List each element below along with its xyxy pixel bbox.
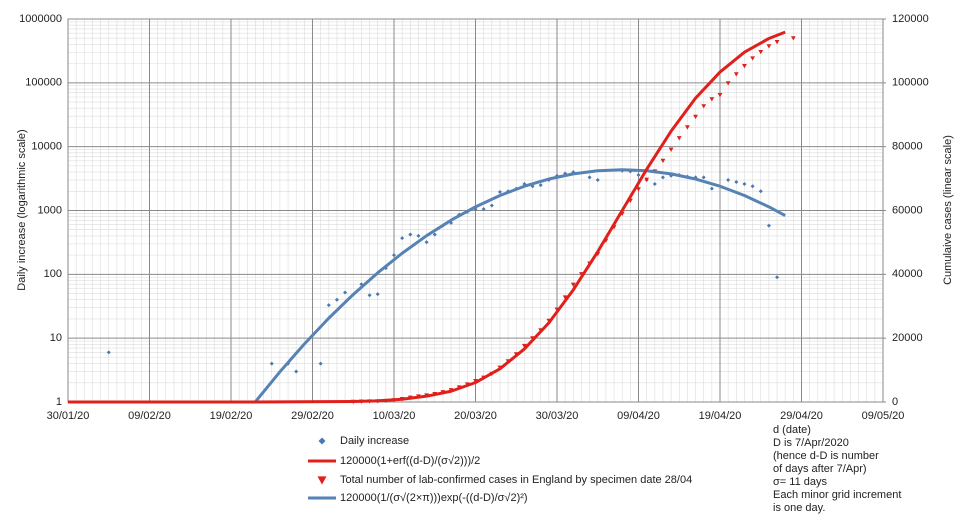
- annotation: of days after 7/Apr): [773, 463, 867, 475]
- x-tick-label: 20/03/20: [454, 410, 497, 422]
- data-point: [790, 36, 796, 41]
- data-point: [416, 233, 421, 238]
- legend-label: 120000(1+erf((d-D)/(σ√2)))/2: [340, 455, 480, 467]
- data-point: [636, 187, 641, 192]
- data-point: [685, 125, 690, 130]
- legend-label: 120000(1/(σ√(2×π)))exp(-((d-D)/σ√2)²): [340, 492, 528, 504]
- data-point: [318, 361, 323, 366]
- data-point: [660, 158, 666, 164]
- data-point: [676, 136, 682, 141]
- y-tick-label: 100000: [25, 77, 62, 89]
- data-point: [725, 81, 731, 86]
- legend-swatch: [318, 437, 326, 445]
- data-point: [106, 350, 111, 355]
- data-point: [334, 297, 339, 302]
- plot-frame: [67, 18, 884, 403]
- y-tick-label: 10: [50, 332, 62, 344]
- data-point: [709, 97, 715, 102]
- data-point: [734, 179, 739, 184]
- data-point: [595, 178, 600, 183]
- data-point: [660, 175, 665, 180]
- grid: [67, 18, 884, 403]
- annotation: σ= 11 days: [773, 476, 827, 488]
- y2-axis-title: Cumulaive cases (linear scale): [942, 135, 954, 285]
- data-point: [400, 236, 405, 241]
- series-line: [67, 30, 786, 404]
- y2-tick-label: 120000: [892, 13, 929, 25]
- data-point: [343, 290, 348, 295]
- data-point: [717, 93, 723, 98]
- data-point: [636, 172, 641, 177]
- data-point: [538, 183, 543, 188]
- data-point: [758, 49, 764, 55]
- data-point: [497, 189, 502, 194]
- x-tick-label: 19/04/20: [699, 410, 742, 422]
- data-point: [750, 184, 755, 189]
- series-line: [254, 168, 786, 403]
- data-point: [367, 293, 372, 298]
- y-tick-label: 10000: [31, 141, 62, 153]
- x-tick-label: 10/03/20: [373, 410, 416, 422]
- x-tick-label: 09/04/20: [617, 410, 660, 422]
- x-tick-label: 19/02/20: [210, 410, 253, 422]
- data-point: [269, 361, 274, 366]
- data-point: [587, 175, 592, 180]
- data-point: [644, 177, 650, 182]
- x-tick-label: 30/01/20: [47, 410, 90, 422]
- data-point: [742, 182, 747, 187]
- data-point: [693, 114, 698, 120]
- data-point: [742, 63, 747, 69]
- y2-tick-label: 20000: [892, 332, 923, 344]
- data-point: [481, 207, 486, 212]
- data-point: [522, 343, 527, 349]
- x-tick-label: 09/02/20: [128, 410, 171, 422]
- data-point: [758, 189, 763, 194]
- data-point: [375, 292, 380, 297]
- data-point: [709, 186, 714, 191]
- data-point: [424, 240, 429, 245]
- data-point: [489, 203, 494, 208]
- y2-tick-label: 0: [892, 396, 898, 408]
- annotation: Each minor grid increment: [773, 489, 901, 501]
- data-point: [392, 253, 396, 258]
- y-tick-label: 1000000: [19, 13, 62, 25]
- x-tick-label: 30/03/20: [536, 410, 579, 422]
- y2-tick-label: 40000: [892, 268, 923, 280]
- legend-label: Daily increase: [340, 435, 409, 447]
- y-tick-label: 100: [44, 268, 62, 280]
- y2-tick-label: 60000: [892, 204, 923, 216]
- data-point: [432, 232, 437, 237]
- data-point: [326, 303, 331, 308]
- annotation: (hence d-D is number: [773, 450, 879, 462]
- data-point: [701, 104, 707, 109]
- data-point: [775, 275, 780, 280]
- legend-label: Total number of lab-confirmed cases in E…: [340, 474, 692, 486]
- data-point: [668, 147, 674, 152]
- data-point: [562, 295, 568, 300]
- data-point: [408, 232, 413, 237]
- x-tick-label: 29/04/20: [780, 410, 823, 422]
- y2-tick-label: 100000: [892, 77, 929, 89]
- data-point: [726, 178, 731, 183]
- data-point: [766, 44, 772, 49]
- x-tick-label: 29/02/20: [291, 410, 334, 422]
- x-tick-label: 09/05/20: [862, 410, 905, 422]
- y-tick-label: 1: [56, 396, 62, 408]
- data-point: [733, 72, 739, 77]
- data-point: [774, 40, 780, 45]
- annotation: is one day.: [773, 502, 825, 514]
- data-point: [766, 223, 771, 228]
- y-tick-label: 1000: [38, 204, 62, 216]
- data-point: [701, 175, 706, 180]
- legend-swatch: [317, 476, 327, 485]
- annotation: D is 7/Apr/2020: [773, 437, 849, 449]
- data-point: [570, 282, 576, 287]
- data-point: [652, 182, 657, 187]
- annotation: d (date): [773, 424, 811, 436]
- data-point: [294, 369, 299, 374]
- y-axis-title: Daily increase (logarithmic scale): [16, 129, 28, 290]
- y2-tick-label: 80000: [892, 141, 923, 153]
- data-point: [750, 56, 755, 61]
